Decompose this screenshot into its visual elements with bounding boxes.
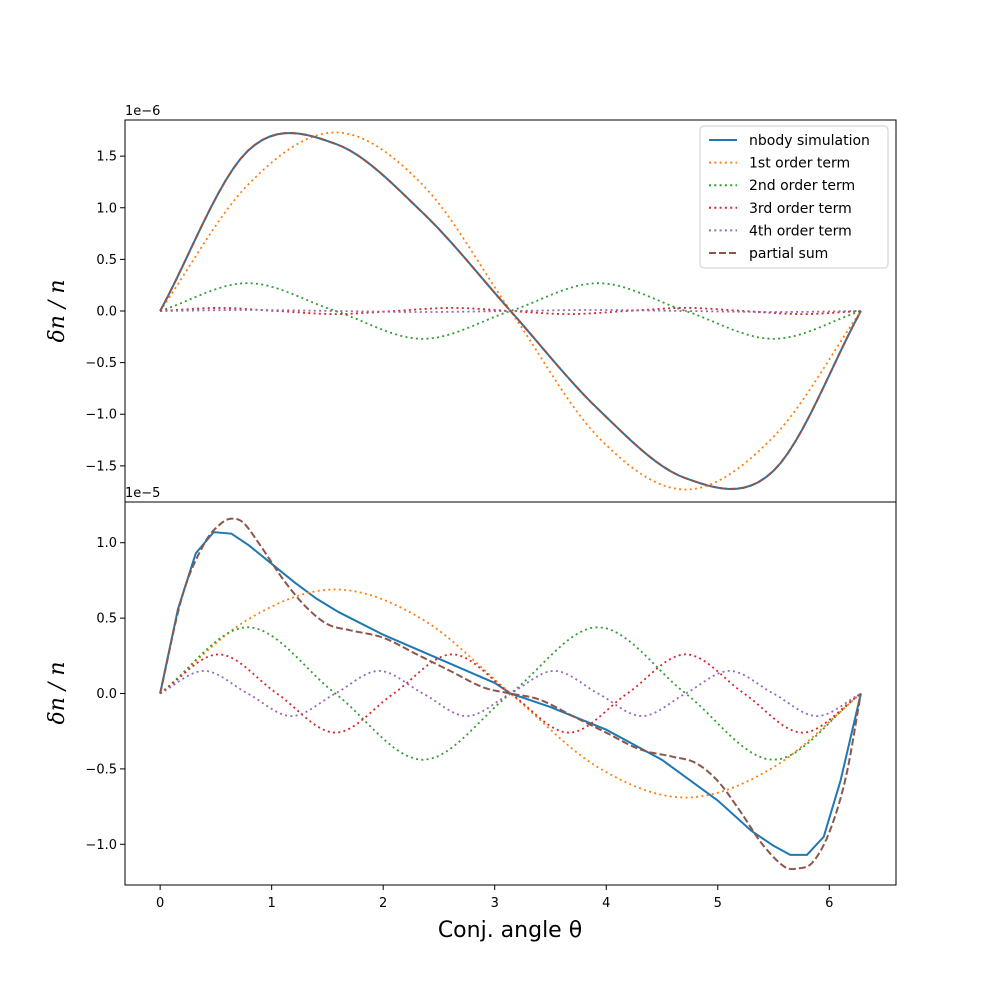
y-tick-label: 1.5 (96, 150, 117, 165)
legend: nbody simulation 1st order term 2nd order … (699, 125, 889, 269)
y-tick-label: 0.5 (96, 253, 117, 268)
bottom-axes-frame (124, 501, 897, 886)
legend-box (699, 125, 889, 269)
series-line-4th-order-term (159, 669, 862, 718)
x-tick-label: 3 (491, 896, 499, 911)
series-line-2nd-order-term (159, 282, 862, 340)
legend-label-nbody-simulation: nbody simulation (749, 133, 870, 149)
legend-label-2nd-order-term: 2nd order term (749, 178, 855, 194)
y-tick-label: 0.5 (96, 612, 117, 627)
y-tick-label: 1.0 (96, 201, 117, 216)
legend-label-4th-order-term: 4th order term (749, 223, 852, 239)
x-tick-label: 4 (602, 896, 610, 911)
y-tick-label: −1.0 (85, 838, 117, 853)
series-line-2nd-order-term (159, 626, 862, 761)
legend-label-partial-sum: partial sum (749, 246, 828, 262)
bottom-x-ticks: 0 1 2 3 4 5 6 (156, 885, 833, 911)
x-tick-label: 6 (825, 896, 833, 911)
bottom-subplot: −1.0 −0.5 0.0 0.5 1.0 0 1 2 3 4 5 6 1e−5 δn / n Co… (45, 486, 897, 943)
x-axis-label: Conj. angle θ (438, 918, 582, 943)
y-tick-label: −1.0 (85, 408, 117, 423)
top-y-ticks: −1.5 −1.0 −0.5 0.0 0.5 1.0 1.5 (85, 150, 830, 507)
y-tick-label: 0.0 (96, 687, 117, 702)
y-tick-label: −1.5 (85, 459, 117, 474)
top-offset-label: 1e−6 (125, 104, 160, 119)
bottom-y-ticks: −1.0 −0.5 0.0 0.5 1.0 (85, 536, 125, 853)
bottom-plot-area (159, 517, 862, 871)
legend-label-3rd-order-term: 3rd order term (749, 201, 852, 217)
top-plot-area (159, 131, 862, 491)
y-tick-label: −0.5 (85, 762, 117, 777)
y-tick-label: −0.5 (85, 356, 117, 371)
x-tick-label: 1 (268, 896, 276, 911)
top-y-axis-label: δn / n (45, 280, 70, 343)
y-tick-label: 1.0 (96, 536, 117, 551)
series-line-nbody-simulation (159, 531, 862, 856)
x-tick-label: 5 (714, 896, 722, 911)
bottom-y-axis-label: δn / n (45, 662, 70, 725)
top-subplot: −1.5 −1.0 −0.5 0.0 0.5 1.0 1.5 1e−6 δn / n nbo… (45, 104, 897, 507)
x-tick-label: 2 (379, 896, 387, 911)
legend-label-1st-order-term: 1st order term (749, 156, 850, 172)
series-line-partial-sum (159, 132, 862, 490)
bottom-offset-label: 1e−5 (125, 486, 160, 501)
series-line-partial-sum (159, 517, 862, 871)
y-tick-label: 0.0 (96, 305, 117, 320)
x-tick-label: 0 (156, 896, 164, 911)
